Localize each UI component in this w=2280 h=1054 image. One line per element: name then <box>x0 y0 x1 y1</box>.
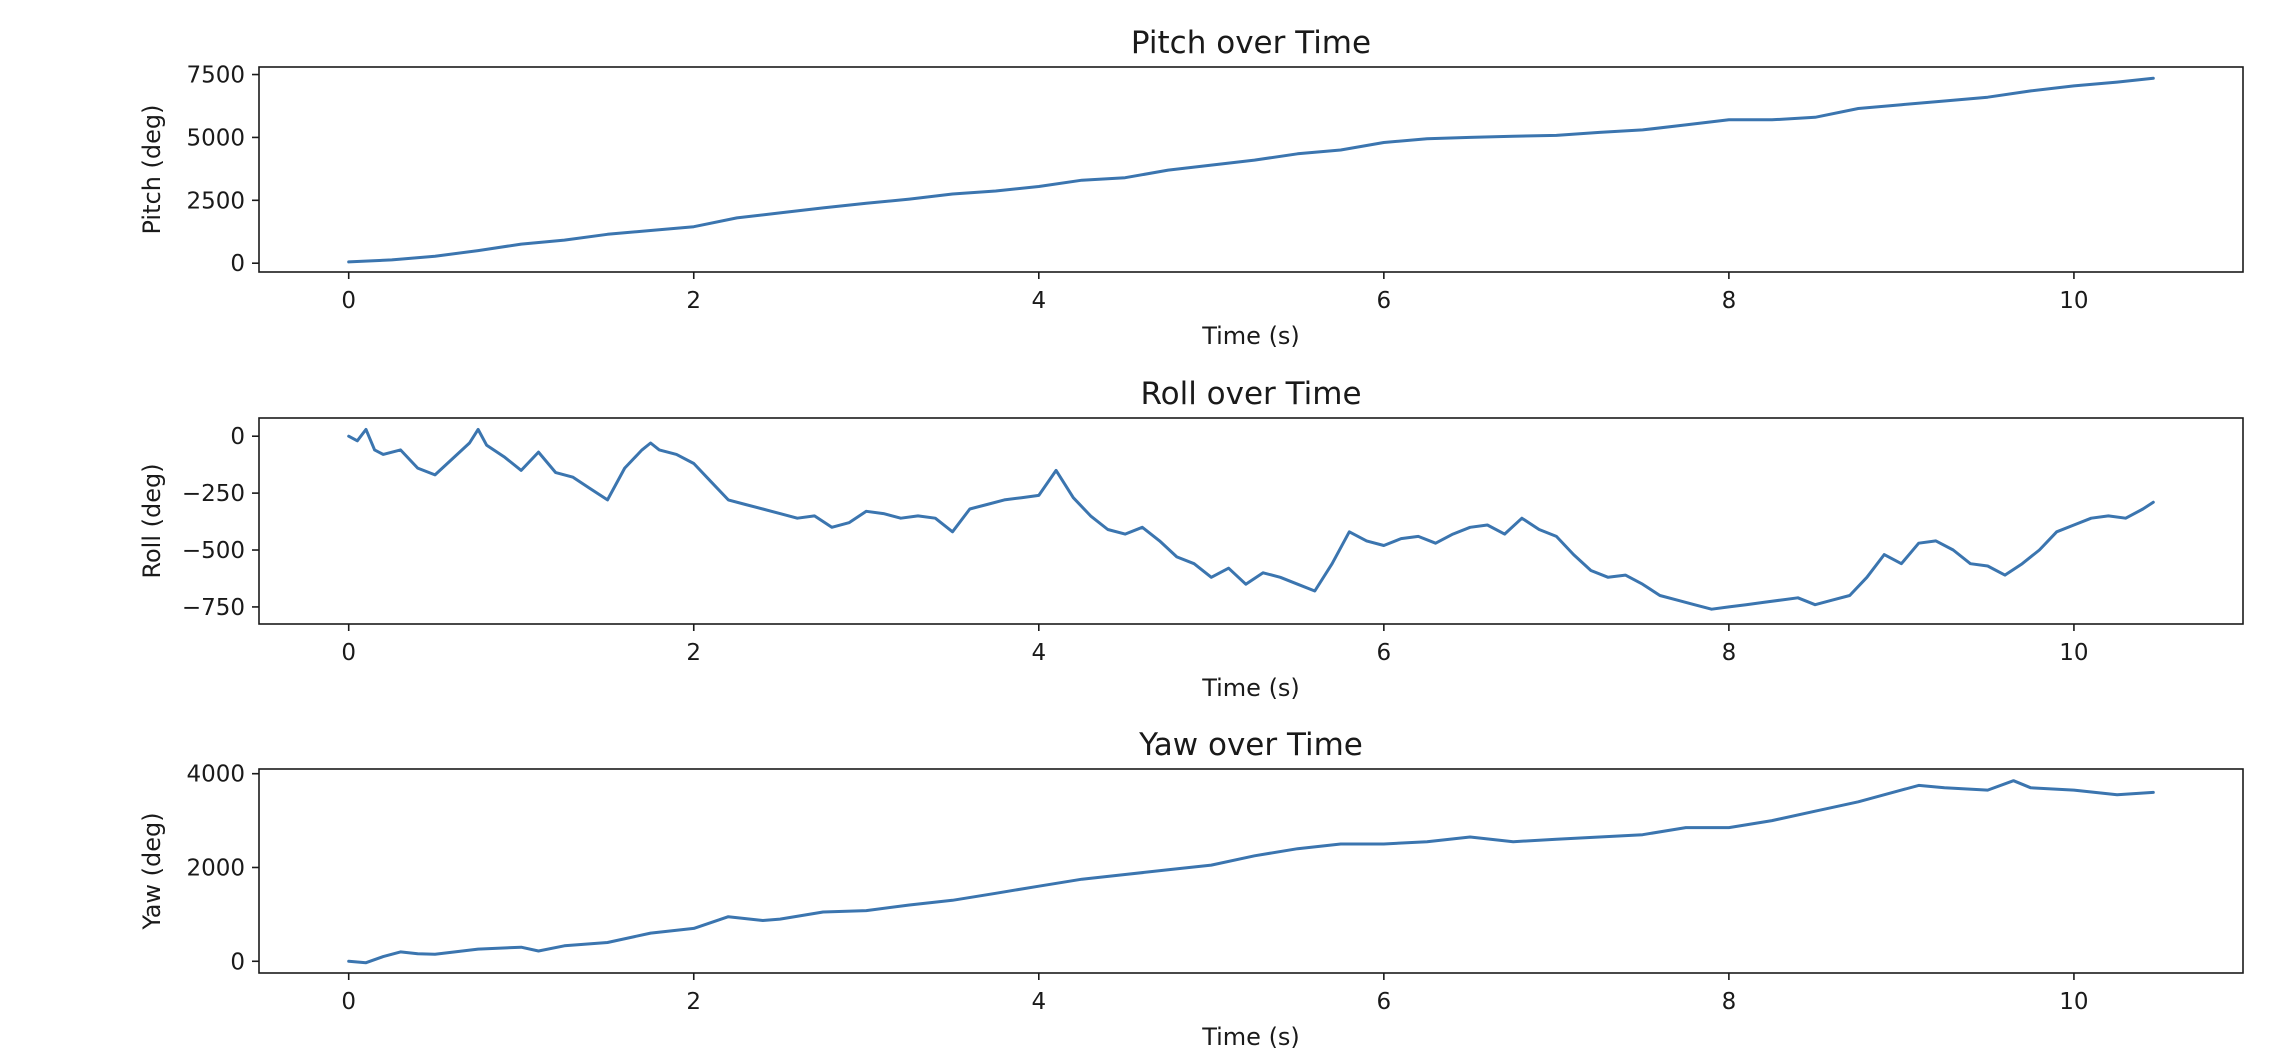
pitch-x-tick-label: 10 <box>2059 288 2088 314</box>
roll-y-axis-label: Roll (deg) <box>138 463 166 578</box>
roll-x-tick-label: 0 <box>341 640 356 666</box>
yaw-x-tick-label: 4 <box>1031 989 1046 1015</box>
roll-x-tick-label: 10 <box>2059 640 2088 666</box>
yaw-x-axis-ticks: 0 2 4 6 8 10 <box>341 973 2089 1015</box>
roll-axes-frame <box>258 417 2244 625</box>
roll-series-line <box>347 427 2155 611</box>
pitch-x-tick-label: 0 <box>341 288 356 314</box>
pitch-chart-title: Pitch over Time <box>1131 25 1371 61</box>
pitch-y-tick-label: 7500 <box>186 63 245 89</box>
yaw-x-tick-label: 10 <box>2059 989 2088 1015</box>
roll-x-tick-label: 2 <box>686 640 701 666</box>
pitch-x-tick-label: 2 <box>686 288 701 314</box>
pitch-x-tick-label: 6 <box>1377 288 1392 314</box>
yaw-chart-title: Yaw over Time <box>1138 727 1363 763</box>
yaw-y-axis-label: Yaw (deg) <box>138 812 166 930</box>
roll-x-tick-label: 4 <box>1031 640 1046 666</box>
yaw-x-axis-label: Time (s) <box>1201 1023 1300 1051</box>
yaw-x-tick-label: 2 <box>686 989 701 1015</box>
pitch-axes-frame <box>258 66 2244 273</box>
yaw-x-tick-label: 6 <box>1377 989 1392 1015</box>
yaw-y-tick-label: 0 <box>230 949 245 975</box>
yaw-x-tick-label: 8 <box>1722 989 1737 1015</box>
pitch-x-axis-ticks: 0 2 4 6 8 10 <box>341 272 2089 314</box>
yaw-y-tick-label: 4000 <box>186 762 245 788</box>
pitch-series-line <box>347 76 2155 264</box>
yaw-x-tick-label: 0 <box>341 989 356 1015</box>
pitch-y-axis-label: Pitch (deg) <box>138 104 166 234</box>
roll-x-tick-label: 8 <box>1722 640 1737 666</box>
pitch-x-tick-label: 4 <box>1031 288 1046 314</box>
roll-y-tick-label: 0 <box>230 424 245 450</box>
pitch-y-tick-label: 0 <box>230 251 245 277</box>
pitch-x-axis-label: Time (s) <box>1201 322 1300 350</box>
roll-x-axis-ticks: 0 2 4 6 8 10 <box>341 624 2089 666</box>
roll-x-tick-label: 6 <box>1377 640 1392 666</box>
roll-y-tick-label: −500 <box>182 538 245 564</box>
roll-x-axis-label: Time (s) <box>1201 674 1300 702</box>
roll-y-tick-label: −250 <box>182 481 245 507</box>
yaw-axes-frame <box>258 768 2244 974</box>
roll-y-tick-label: −750 <box>182 595 245 621</box>
pitch-y-tick-label: 2500 <box>186 188 245 214</box>
roll-y-axis-ticks: −750 −500 −250 0 <box>182 424 259 621</box>
roll-subplot: Roll over Time Time (s) Roll (deg) 0 2 4 6 8… <box>138 376 2244 702</box>
yaw-series-line <box>347 779 2155 965</box>
yaw-y-tick-label: 2000 <box>186 855 245 881</box>
pitch-x-tick-label: 8 <box>1722 288 1737 314</box>
yaw-subplot: Yaw over Time Time (s) Yaw (deg) 0 2 4 6 8 10… <box>138 727 2244 1051</box>
pitch-y-axis-ticks: 0 2500 5000 7500 <box>186 63 259 277</box>
pitch-subplot: Pitch over Time Time (s) Pitch (deg) 0 2 4… <box>138 25 2244 350</box>
pitch-y-tick-label: 5000 <box>186 125 245 151</box>
yaw-y-axis-ticks: 0 2000 4000 <box>186 762 259 975</box>
roll-chart-title: Roll over Time <box>1140 376 1361 412</box>
